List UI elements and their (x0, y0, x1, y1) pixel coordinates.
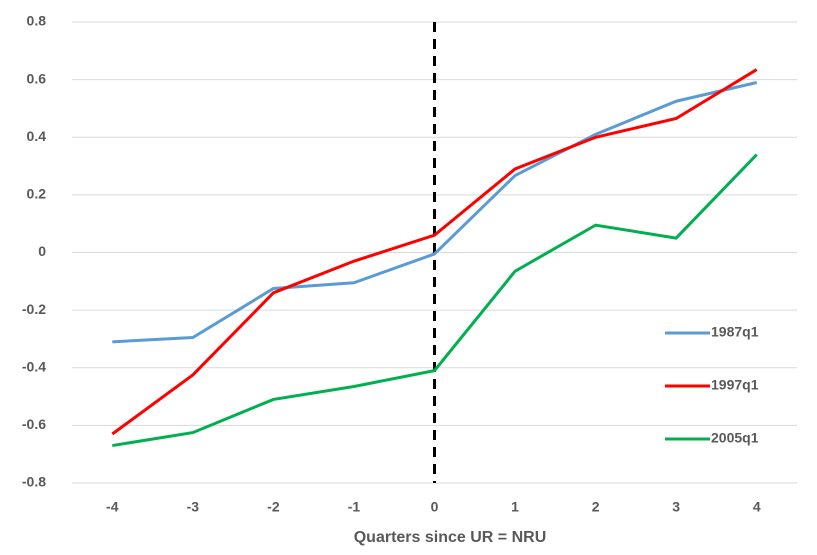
y-tick-label: 0 (38, 243, 46, 259)
x-tick-label: -4 (106, 499, 119, 515)
y-tick-label: -0.2 (22, 301, 46, 317)
x-tick-label: 0 (431, 499, 439, 515)
x-tick-label: 3 (672, 499, 680, 515)
legend-label: 1997q1 (711, 377, 759, 393)
x-tick-label: 4 (753, 499, 761, 515)
x-tick-label: 2 (592, 499, 600, 515)
series-line (111, 68, 758, 436)
y-tick-label: 0.4 (27, 128, 47, 144)
legend-label: 1987q1 (711, 324, 759, 340)
y-tick-label: 0.2 (27, 186, 47, 202)
y-tick-label: -0.4 (22, 358, 46, 374)
x-tick-label: 1 (511, 499, 519, 515)
x-tick-label: -3 (187, 499, 200, 515)
x-tick-label: -2 (267, 499, 280, 515)
x-tick-label: -1 (348, 499, 361, 515)
series-line (112, 153, 758, 448)
y-tick-label: 0.6 (27, 70, 47, 86)
y-tick-label: -0.6 (22, 416, 46, 432)
x-axis-label: Quarters since UR = NRU (354, 529, 547, 546)
series-line (112, 81, 758, 344)
y-tick-label: -0.8 (22, 474, 46, 490)
y-tick-label: 0.8 (27, 13, 47, 29)
legend-label: 2005q1 (711, 430, 759, 446)
